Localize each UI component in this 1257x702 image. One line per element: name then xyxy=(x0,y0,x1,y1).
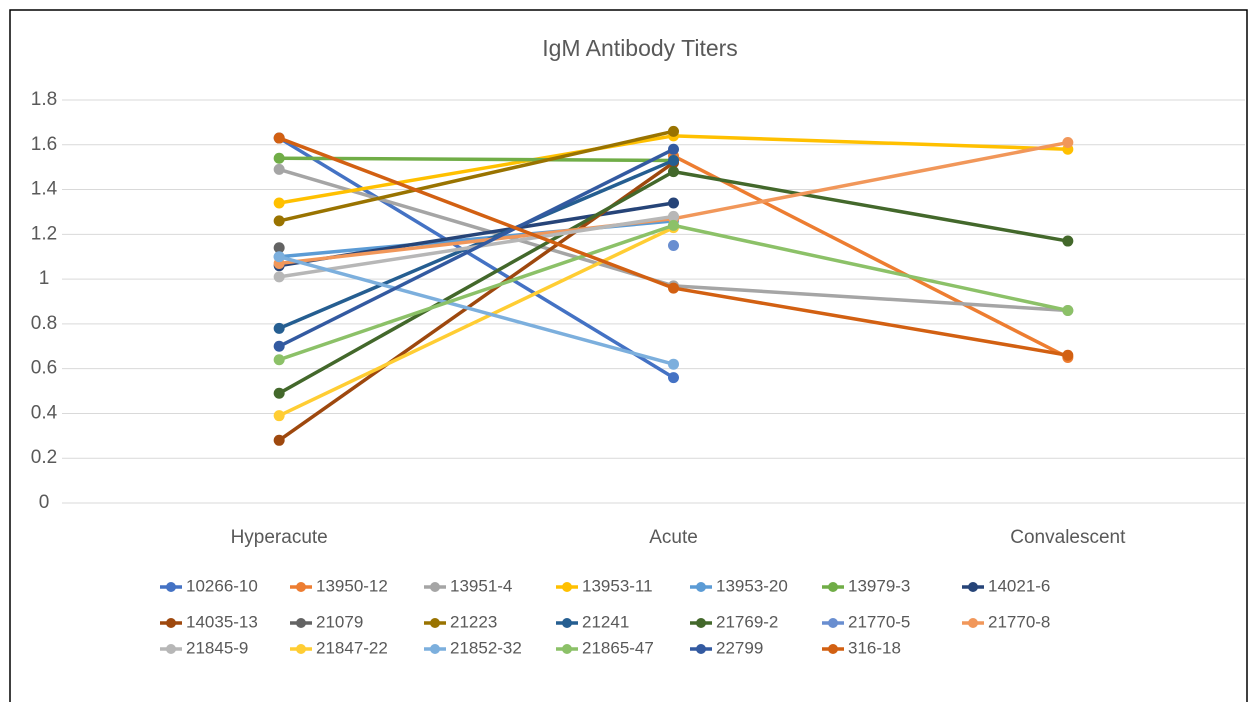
legend-marker xyxy=(296,582,306,592)
legend-marker xyxy=(828,618,838,628)
legend-label: 14021-6 xyxy=(988,576,1050,595)
series-marker xyxy=(273,410,285,422)
legend-marker xyxy=(166,644,176,654)
legend-label: 21865-47 xyxy=(582,638,654,657)
series-marker xyxy=(273,434,285,446)
series-marker xyxy=(668,240,679,252)
series-line xyxy=(278,147,675,348)
y-tick-label: 1 xyxy=(39,268,50,289)
y-tick-label: 0.8 xyxy=(31,313,57,334)
series-marker xyxy=(273,132,285,144)
series-marker xyxy=(668,219,679,231)
legend-marker xyxy=(828,582,838,592)
y-tick-label: 1.8 xyxy=(31,89,57,110)
legend-label: 22799 xyxy=(716,638,763,657)
series-marker xyxy=(1062,235,1074,247)
series-line xyxy=(278,255,674,366)
series-marker xyxy=(1062,349,1074,361)
legend-label: 21241 xyxy=(582,612,629,631)
series-line xyxy=(278,226,675,418)
legend-marker xyxy=(562,618,572,628)
chart-title: IgM Antibody Titers xyxy=(542,35,738,61)
series-marker xyxy=(668,210,679,222)
legend-label: 21079 xyxy=(316,612,363,631)
legend-marker xyxy=(296,618,306,628)
legend-marker xyxy=(562,582,572,592)
x-tick-label: Hyperacute xyxy=(231,527,328,548)
y-tick-label: 0.4 xyxy=(31,402,58,423)
series-marker xyxy=(273,215,285,227)
series-marker xyxy=(668,143,679,155)
legend-label: 21769-2 xyxy=(716,612,778,631)
series-marker xyxy=(273,340,285,352)
y-tick-label: 0.2 xyxy=(31,447,57,468)
legend-marker xyxy=(968,582,978,592)
legend-label: 21845-9 xyxy=(186,638,248,657)
series-marker xyxy=(273,163,285,175)
legend-marker xyxy=(696,644,706,654)
series-marker xyxy=(273,387,285,399)
legend-marker xyxy=(166,582,176,592)
series-marker xyxy=(273,242,285,254)
legend-marker xyxy=(296,644,306,654)
legend-label: 13953-20 xyxy=(716,576,788,595)
legend-label: 21770-5 xyxy=(848,612,910,631)
x-tick-label: Convalescent xyxy=(1010,527,1126,548)
legend-label: 13951-4 xyxy=(450,576,512,595)
y-tick-label: 0.6 xyxy=(31,358,57,379)
series-marker xyxy=(668,282,679,294)
series-marker xyxy=(1062,137,1074,149)
legend-label: 13979-3 xyxy=(848,576,910,595)
legend-label: 316-18 xyxy=(848,638,901,657)
legend-label: 21770-8 xyxy=(988,612,1050,631)
legend-label: 13953-11 xyxy=(582,576,653,595)
legend-marker xyxy=(430,644,440,654)
legend-label: 13950-12 xyxy=(316,576,388,595)
legend-marker xyxy=(696,582,706,592)
legend-label: 21847-22 xyxy=(316,638,388,657)
legend-label: 21223 xyxy=(450,612,497,631)
series-marker xyxy=(273,251,285,263)
series-line xyxy=(279,156,674,163)
y-tick-label: 0 xyxy=(39,492,50,513)
series-line xyxy=(278,129,674,223)
legend-label: 14035-13 xyxy=(186,612,258,631)
legend-marker xyxy=(968,618,978,628)
series-marker xyxy=(1062,304,1074,316)
legend-marker xyxy=(696,618,706,628)
series-line xyxy=(278,136,675,380)
chart-frame xyxy=(9,9,1248,702)
legend-marker xyxy=(430,618,440,628)
legend-marker xyxy=(430,582,440,592)
series-line xyxy=(672,154,1069,360)
series-marker xyxy=(668,154,679,166)
series-marker xyxy=(273,354,285,366)
series-marker xyxy=(273,197,285,209)
y-tick-label: 1.2 xyxy=(31,223,57,244)
y-tick-label: 1.4 xyxy=(31,179,58,200)
series-marker xyxy=(273,322,285,334)
x-tick-label: Acute xyxy=(649,527,698,548)
series-marker xyxy=(668,358,679,370)
legend-label: 10266-10 xyxy=(186,576,258,595)
series-line xyxy=(278,158,675,330)
series-marker xyxy=(668,197,679,209)
series-marker xyxy=(273,152,285,164)
legend-marker xyxy=(828,644,838,654)
series-marker xyxy=(668,166,679,178)
legend-label: 21852-32 xyxy=(450,638,522,657)
y-tick-label: 1.6 xyxy=(31,134,57,155)
series-marker xyxy=(668,372,679,384)
legend-marker xyxy=(166,618,176,628)
legend-marker xyxy=(562,644,572,654)
series-marker xyxy=(273,271,285,283)
series-marker xyxy=(668,125,679,137)
